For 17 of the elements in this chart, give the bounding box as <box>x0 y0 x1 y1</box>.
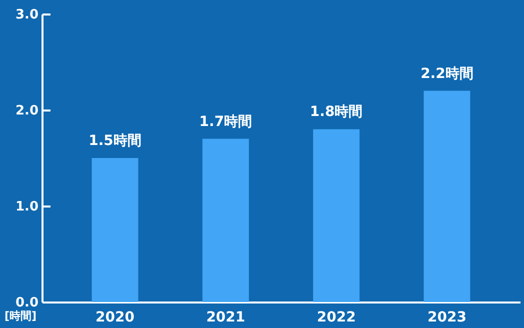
bar <box>313 129 360 302</box>
y-axis-title: [時間] <box>4 310 37 322</box>
x-tick-label: 2023 <box>427 310 466 326</box>
y-tick-label: 1.0 <box>15 200 38 214</box>
data-label: 1.5時間 <box>88 133 142 149</box>
y-tick-label: 0.0 <box>15 296 38 310</box>
y-tick-label: 3.0 <box>15 8 38 22</box>
bar <box>424 90 470 302</box>
x-tick-label: 2022 <box>316 310 356 326</box>
data-label: 1.8時間 <box>310 104 363 120</box>
data-label: 2.2時間 <box>420 66 474 82</box>
x-tick-label: 2020 <box>96 310 135 326</box>
data-label: 1.7時間 <box>199 114 252 130</box>
bar <box>92 158 138 302</box>
bar <box>202 138 249 302</box>
x-tick-label: 2021 <box>206 310 246 326</box>
y-tick-label: 2.0 <box>15 104 38 118</box>
